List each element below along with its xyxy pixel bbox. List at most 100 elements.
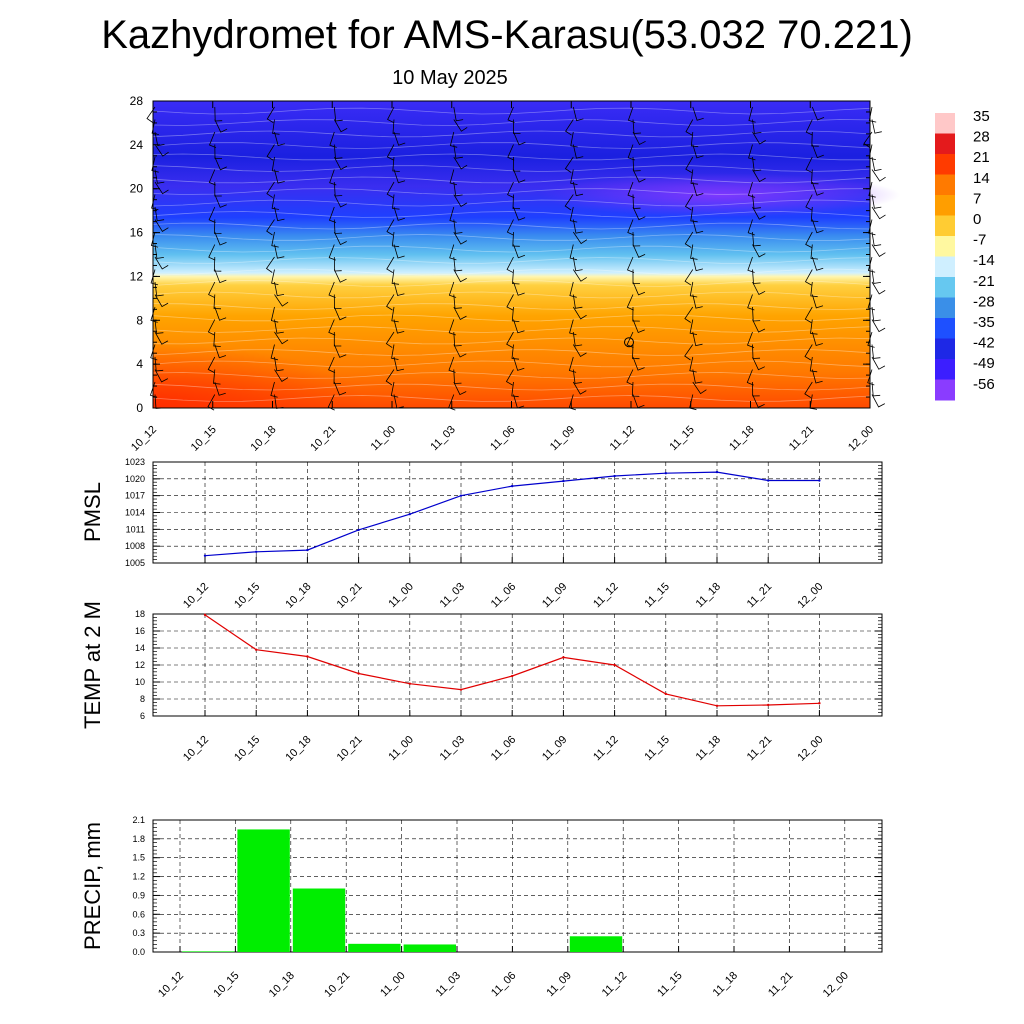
y-tick-label: 8 <box>136 313 143 327</box>
wind-barb <box>391 231 400 248</box>
wind-barb <box>393 319 405 334</box>
wind-barb <box>328 319 336 336</box>
wind-barb <box>692 331 703 347</box>
wind-barb <box>569 281 577 298</box>
wind-barb <box>214 269 227 284</box>
precip-y-tick-label: 0.9 <box>132 890 145 900</box>
wind-barb <box>333 369 342 384</box>
wind-barb <box>572 231 588 245</box>
wind-barb <box>208 281 216 299</box>
wind-barb <box>214 156 227 171</box>
precip-x-tick-label: 12_00 <box>821 970 851 1000</box>
wind-barb <box>385 369 395 386</box>
cross-section-cold-core <box>540 173 900 217</box>
contour-line <box>152 176 871 184</box>
wind-barb <box>274 319 284 334</box>
wind-barb <box>207 356 216 373</box>
pmsl-x-tick-label: 10_21 <box>335 581 365 611</box>
temp-data-point <box>664 692 667 696</box>
wind-barb <box>270 381 278 398</box>
temp-data-point <box>459 688 463 691</box>
wind-barb <box>154 356 164 372</box>
colorbar-swatch <box>935 215 955 237</box>
wind-barb <box>689 319 698 335</box>
wind-barb <box>449 169 458 186</box>
colorbar-swatch <box>935 133 955 155</box>
temp-y-tick-label: 18 <box>135 609 145 619</box>
precip-x-tick-label: 11_00 <box>378 970 408 1000</box>
colorbar-swatch <box>935 195 955 216</box>
temp-x-tick-label: 10_21 <box>335 734 365 764</box>
wind-barb <box>274 244 285 259</box>
wind-barb <box>871 381 881 397</box>
contour-line <box>152 349 871 356</box>
precip-x-tick-label: 11_21 <box>766 970 796 1000</box>
pmsl-data-point <box>203 554 207 557</box>
wind-barb <box>811 131 819 147</box>
wind-barb <box>386 219 395 236</box>
wind-barb <box>393 131 406 146</box>
wind-barb <box>214 306 227 321</box>
wind-barb <box>154 206 165 222</box>
wind-barb <box>805 119 813 136</box>
wind-barb <box>692 219 704 234</box>
wind-barb <box>684 344 694 361</box>
wind-barb <box>207 319 216 336</box>
temp-y-tick-label: 8 <box>140 694 145 704</box>
wind-barb <box>392 194 400 210</box>
wind-barb <box>752 356 765 371</box>
wind-barb <box>752 206 766 220</box>
wind-barb <box>453 344 467 358</box>
temp-y-tick-label: 14 <box>135 643 145 653</box>
precip-x-tick-label: 10_18 <box>267 970 297 1000</box>
pmsl-x-tick-label: 11_09 <box>540 581 570 611</box>
wind-barb <box>631 381 640 397</box>
wind-barb <box>513 319 525 334</box>
wind-barb <box>154 244 164 259</box>
wind-barb <box>572 219 583 234</box>
colorbar-swatch <box>935 318 955 339</box>
wind-barb <box>692 144 704 159</box>
temp-data-point <box>306 655 309 658</box>
wind-barb <box>805 231 813 248</box>
wind-barb <box>565 119 574 136</box>
pmsl-x-tick-label: 11_06 <box>489 581 519 611</box>
wind-barb <box>692 181 704 196</box>
pmsl-data-point <box>715 470 719 474</box>
wind-barb <box>391 306 399 323</box>
wind-barb <box>871 194 882 209</box>
wind-barb <box>863 131 873 148</box>
x-tick-label: 10_18 <box>249 424 279 454</box>
wind-barb <box>867 256 876 273</box>
wind-barb <box>513 119 521 134</box>
wind-barb <box>214 381 226 396</box>
wind-barb <box>868 144 876 160</box>
wind-barb <box>453 256 463 272</box>
wind-barb <box>811 256 824 271</box>
temp-x-tick-label: 10_12 <box>181 734 211 764</box>
wind-barb <box>569 319 577 336</box>
contour-line <box>152 268 871 276</box>
wind-barb <box>513 206 526 221</box>
colorbar-swatch <box>935 174 955 196</box>
precip-bar <box>292 888 346 952</box>
wind-barb <box>214 182 222 197</box>
precip-x-tick-label: 11_06 <box>489 970 519 1000</box>
wind-barb <box>746 331 755 348</box>
wind-barb <box>507 144 515 161</box>
wind-barb <box>386 144 395 161</box>
wind-barb <box>274 369 289 382</box>
precip-x-tick-label: 11_12 <box>600 970 630 1000</box>
pmsl-x-tick-label: 11_03 <box>438 581 468 611</box>
temp-y-tick-label: 10 <box>135 677 145 687</box>
wind-barb <box>453 119 468 132</box>
pmsl-y-tick-label: 1020 <box>125 474 145 484</box>
wind-barb <box>811 294 824 309</box>
colorbar-swatch <box>935 297 955 319</box>
temp-x-tick-label: 11_15 <box>642 734 672 764</box>
wind-barb <box>684 306 694 323</box>
wind-barb <box>572 306 587 320</box>
wind-barb <box>810 244 819 260</box>
wind-barb <box>632 244 646 258</box>
wind-barb <box>151 156 159 173</box>
